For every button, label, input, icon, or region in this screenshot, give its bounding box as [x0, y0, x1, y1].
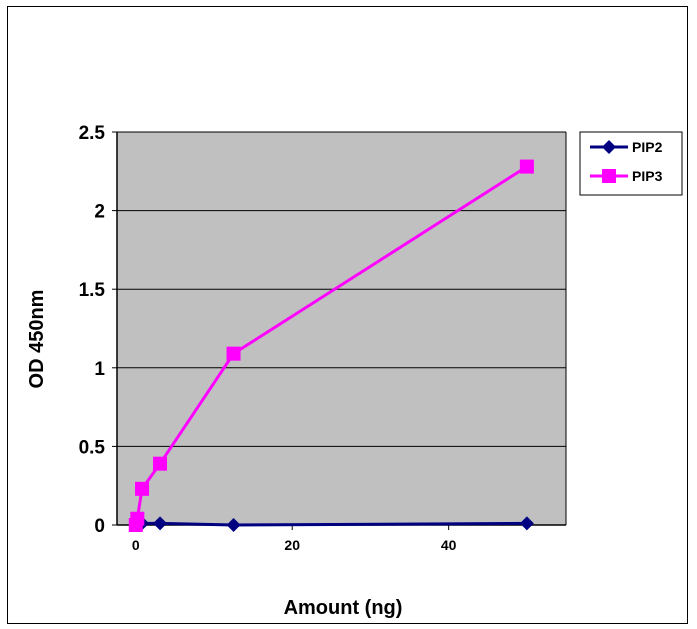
y-tick-labels: 0 0.5 1 1.5 2 2.5 — [79, 123, 106, 537]
legend-box — [579, 131, 683, 196]
y-tick-label: 1.5 — [79, 280, 106, 301]
y-tick-label: 0.5 — [79, 437, 106, 458]
data-point — [519, 516, 534, 531]
legend-marker-pip2 — [602, 140, 616, 154]
data-point — [153, 456, 168, 471]
data-point — [153, 516, 168, 531]
legend-label-pip2: PIP2 — [632, 139, 663, 155]
x-tick-label: 40 — [441, 537, 457, 553]
legend: PIP2 PIP3 — [579, 131, 683, 196]
data-point — [519, 159, 534, 174]
data-point — [130, 511, 145, 526]
x-tick-label: 20 — [284, 537, 300, 553]
series-pip3 — [128, 159, 534, 532]
legend-marker-pip3 — [602, 169, 616, 183]
series-line-pip2 — [135, 521, 527, 527]
y-tick-label: 2 — [94, 202, 105, 223]
x-tick-label: 0 — [132, 537, 140, 553]
legend-label-pip3: PIP3 — [632, 168, 663, 184]
x-axis-title: Amount (ng) — [284, 597, 403, 619]
series-group — [128, 159, 534, 532]
data-point — [226, 346, 241, 361]
plot-area — [117, 132, 566, 525]
data-point — [135, 481, 150, 496]
data-point — [226, 518, 241, 532]
y-tick-label: 0 — [94, 516, 105, 537]
y-axis-title: OD 450nm — [26, 290, 48, 389]
y-tick-label: 2.5 — [79, 123, 106, 144]
y-tick-label: 1 — [94, 359, 105, 380]
x-tick-labels: 0 20 40 — [132, 537, 457, 553]
